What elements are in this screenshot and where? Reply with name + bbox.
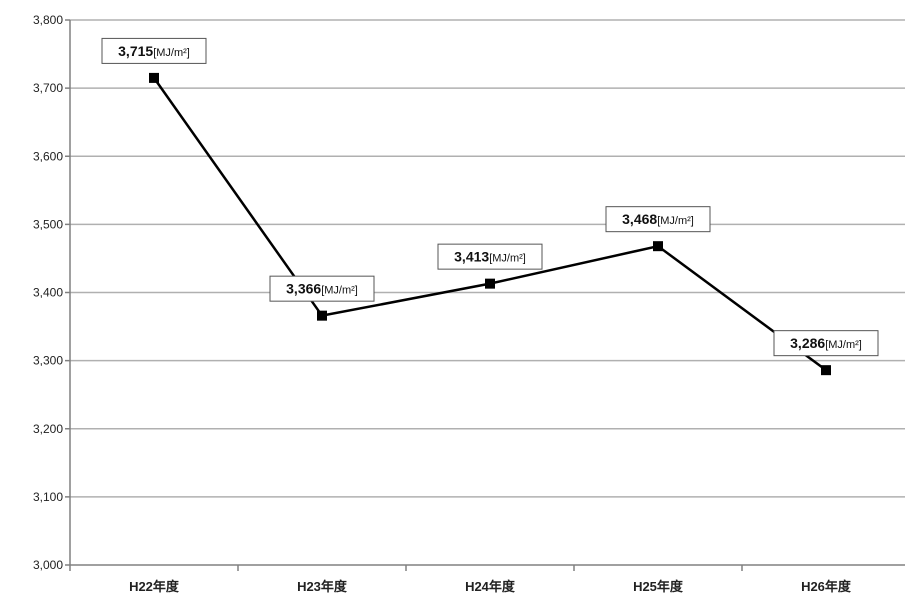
data-point (317, 310, 327, 321)
x-tick-label: H25年度 (633, 579, 684, 594)
data-label-value: 3,286 (790, 335, 825, 351)
data-point (485, 278, 495, 289)
data-label-value: 3,366 (286, 281, 321, 297)
data-labels: 3,715[MJ/m²]3,366[MJ/m²]3,413[MJ/m²]3,46… (101, 37, 879, 357)
data-label-text: 3,715[MJ/m²] (118, 43, 190, 59)
data-label: 3,468[MJ/m²] (605, 206, 711, 233)
data-label-unit: [MJ/m²] (153, 47, 190, 59)
data-label: 3,366[MJ/m²] (269, 275, 375, 302)
y-tick-label: 3,400 (33, 286, 63, 300)
series (149, 72, 831, 376)
x-tick-label: H22年度 (129, 579, 180, 594)
data-label: 3,715[MJ/m²] (101, 37, 207, 64)
data-label-unit: [MJ/m²] (657, 215, 694, 227)
data-label: 3,413[MJ/m²] (437, 243, 543, 270)
data-label-box (437, 243, 543, 270)
axes (65, 19, 905, 571)
data-point (149, 72, 159, 83)
data-label-box (605, 206, 711, 233)
data-label-unit: [MJ/m²] (825, 339, 862, 351)
data-label-value: 3,413 (454, 249, 489, 265)
data-label-value: 3,715 (118, 43, 153, 59)
y-tick-label: 3,600 (33, 149, 63, 163)
y-tick-label: 3,800 (33, 13, 63, 27)
data-label-value: 3,468 (622, 211, 657, 227)
y-axis-tick-labels: 3,000 3,100 3,200 3,300 3,400 3,500 3,600 3,700… (33, 13, 63, 572)
data-label-unit: [MJ/m²] (321, 285, 358, 297)
y-tick-label: 3,000 (33, 558, 63, 572)
y-tick-label: 3,500 (33, 217, 63, 231)
data-label-text: 3,286[MJ/m²] (790, 335, 862, 351)
x-tick-label: H26年度 (801, 579, 852, 594)
data-label-text: 3,413[MJ/m²] (454, 249, 526, 265)
data-label: 3,286[MJ/m²] (773, 330, 879, 357)
x-tick-label: H24年度 (465, 579, 516, 594)
y-tick-label: 3,700 (33, 81, 63, 95)
x-axis-tick-labels: H22年度 H23年度 H24年度 H25年度 H26年度 (129, 579, 852, 594)
data-label-box (269, 275, 375, 302)
data-label-box (101, 37, 207, 64)
data-label-text: 3,468[MJ/m²] (622, 211, 694, 227)
data-label-unit: [MJ/m²] (489, 253, 526, 265)
x-tick-label: H23年度 (297, 579, 348, 594)
data-label-box (773, 330, 879, 357)
y-tick-label: 3,300 (33, 354, 63, 368)
y-tick-label: 3,100 (33, 490, 63, 504)
data-point (653, 241, 663, 252)
y-tick-label: 3,200 (33, 422, 63, 436)
data-label-text: 3,366[MJ/m²] (286, 281, 358, 297)
data-point (821, 365, 831, 376)
